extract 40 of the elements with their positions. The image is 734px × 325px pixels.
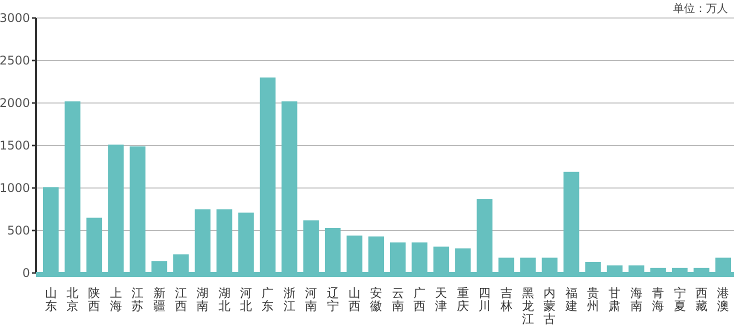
x-tick-label: 安徽 xyxy=(370,286,382,313)
x-tick-label: 江苏 xyxy=(132,286,144,313)
x-tick-label: 上海 xyxy=(110,286,122,313)
y-tick-label: 1500 xyxy=(0,138,30,152)
x-tick-label: 辽宁 xyxy=(326,286,339,313)
x-tick-label: 海南 xyxy=(630,286,642,313)
x-tick-label: 青海 xyxy=(652,286,664,313)
x-tick-label: 云南 xyxy=(392,286,404,313)
x-tick-label: 河南 xyxy=(305,286,318,313)
x-tick-label: 内蒙古 xyxy=(544,286,556,325)
x-tick-label: 山西 xyxy=(348,286,360,313)
x-tick-label: 黑龙江 xyxy=(522,286,534,325)
x-tick-label: 西藏 xyxy=(695,286,708,313)
x-tick-label: 福建 xyxy=(564,286,578,313)
x-tick-label: 陕西 xyxy=(88,286,100,313)
y-tick-label: 1000 xyxy=(0,181,30,195)
x-tick-label: 甘肃 xyxy=(608,286,621,313)
x-tick-label: 湖北 xyxy=(218,286,230,313)
x-tick-label: 浙江 xyxy=(283,286,296,313)
x-tick-label: 北京 xyxy=(66,286,79,313)
x-tick-label: 天津 xyxy=(435,286,448,313)
y-tick-label: 2500 xyxy=(0,54,30,68)
y-tick-label: 500 xyxy=(7,224,30,238)
x-tick-label: 四川 xyxy=(478,286,491,313)
text: 单位：万人 xyxy=(673,2,728,15)
x-tick-label: 山东 xyxy=(44,286,57,313)
x-tick-label: 重庆 xyxy=(456,286,469,313)
x-tick-label: 贵州 xyxy=(587,286,600,313)
x-tick-label: 广西 xyxy=(414,286,426,313)
x-tick-label: 吉林 xyxy=(499,286,512,313)
x-tick-label: 宁夏 xyxy=(674,286,686,313)
x-tick-label: 新疆 xyxy=(153,286,166,313)
y-tick-label: 0 xyxy=(22,266,30,280)
x-tick-label: 湖南 xyxy=(196,286,209,313)
x-tick-label: 港澳 xyxy=(717,286,730,313)
x-tick-label: 江西 xyxy=(174,286,187,313)
y-tick-label: 2000 xyxy=(0,96,30,110)
x-tick-label: 河北 xyxy=(240,286,252,313)
x-tick-label: 广东 xyxy=(262,286,274,313)
y-tick-label: 3000 xyxy=(0,11,30,25)
